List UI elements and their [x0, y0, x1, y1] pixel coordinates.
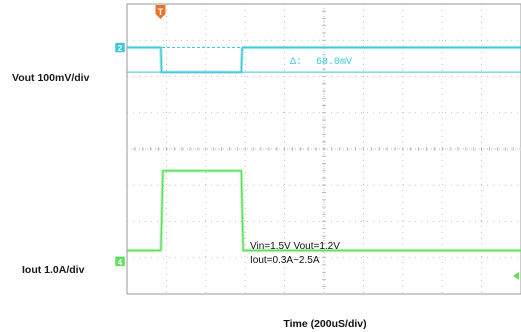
channel-2-label: Vout 100mV/div: [12, 72, 90, 84]
scope-grid: [126, 3, 521, 295]
scope-markers: 2 4 T: [114, 5, 519, 280]
channel-2-marker: [114, 42, 126, 53]
delta-measurement-label: Δ:: [290, 57, 302, 68]
channel-4-label: Iout 1.0A/div: [22, 264, 85, 276]
channel-2-marker-label: 2: [118, 44, 123, 53]
trigger-marker-icon: [155, 5, 166, 19]
x-axis-label: Time (200uS/div): [283, 318, 366, 330]
trigger-level-arrow-icon: [513, 271, 519, 280]
delta-measurement-value: 68.0mV: [316, 57, 352, 68]
trigger-marker-label: T: [158, 7, 164, 17]
scope-traces: [127, 45, 521, 253]
channel-4-marker-label: 4: [118, 258, 123, 267]
conditions-annotation-current: Iout=0.3A~2.5A: [250, 255, 320, 266]
channel-4-trace: [127, 170, 521, 252]
conditions-annotation-voltages: Vin=1.5V Vout=1.2V: [250, 241, 340, 252]
channel-4-marker: [114, 256, 126, 267]
